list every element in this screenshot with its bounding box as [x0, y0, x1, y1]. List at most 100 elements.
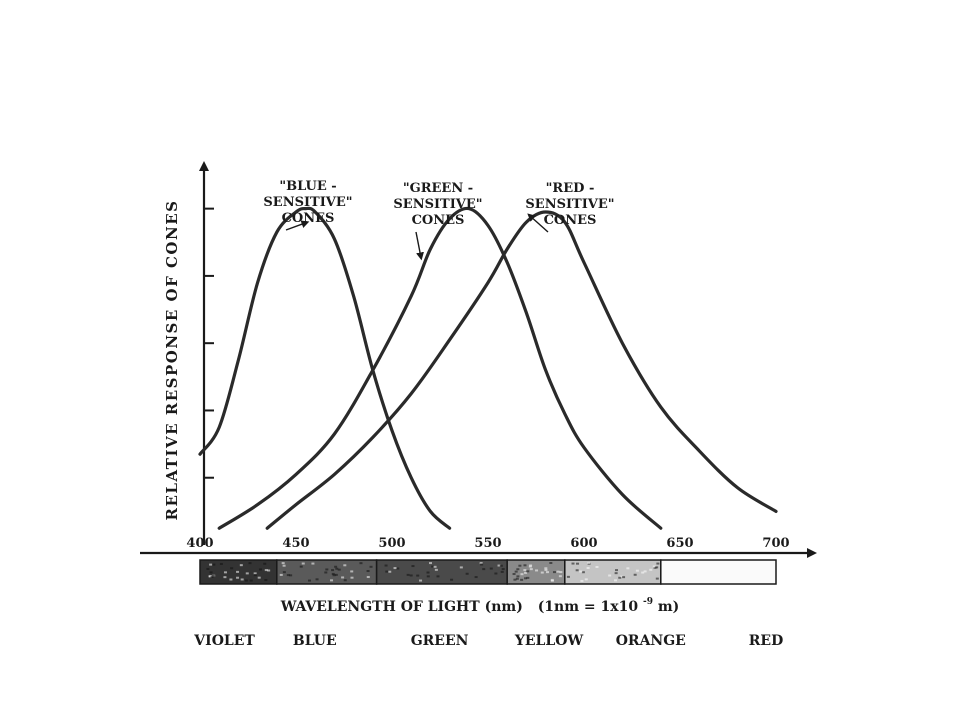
spectrum-texture-2-13 [480, 563, 484, 566]
spectrum-texture-1-9 [341, 576, 345, 579]
spectrum-texture-0-12 [230, 567, 234, 570]
spectrum-texture-2-10 [497, 564, 501, 567]
green-cone-label-line-2: CONES [412, 213, 465, 228]
color-names: VIOLET BLUE GREEN YELLOW ORANGE RED [193, 633, 783, 649]
spectrum-texture-3-20 [546, 571, 550, 574]
spectrum-texture-3-9 [520, 573, 524, 576]
spectrum-texture-0-28 [264, 579, 268, 582]
spectrum-texture-4-9 [656, 562, 660, 565]
spectrum-texture-1-29 [286, 574, 290, 577]
red-cone-curve [265, 210, 778, 530]
spectrum-texture-4-7 [566, 575, 570, 578]
y-ticks [204, 207, 214, 479]
spectrum-texture-4-27 [614, 579, 618, 582]
spectrum-texture-2-6 [426, 575, 430, 578]
spectrum-texture-4-0 [584, 578, 588, 581]
spectrum-texture-2-23 [465, 572, 469, 575]
spectrum-texture-0-10 [267, 569, 271, 572]
spectrum-texture-3-10 [559, 571, 563, 574]
green-cone-label-arrow [415, 231, 424, 261]
color-name-violet: VIOLET [193, 633, 255, 649]
spectrum-texture-2-7 [450, 578, 454, 581]
spectrum-texture-1-5 [335, 567, 339, 570]
x-tick-label-650: 650 [666, 536, 693, 551]
x-axis-unit-exponent: -9 [643, 597, 653, 607]
spectrum-texture-2-3 [479, 562, 483, 565]
spectrum-texture-2-15 [501, 568, 505, 571]
spectrum-texture-1-20 [366, 570, 370, 573]
spectrum-texture-3-3 [512, 573, 516, 576]
spectrum-texture-4-1 [653, 566, 657, 569]
spectrum-texture-4-2 [614, 572, 618, 575]
spectrum-texture-3-18 [556, 570, 560, 573]
spectrum-texture-2-22 [474, 576, 478, 579]
spectrum-texture-1-25 [350, 576, 354, 579]
red-cone-label-line-0: "RED - [546, 181, 595, 196]
x-tick-label-400: 400 [186, 536, 213, 551]
spectrum-texture-2-21 [434, 568, 438, 571]
spectrum-texture-3-26 [528, 565, 532, 568]
spectrum-texture-0-1 [239, 564, 243, 567]
spectrum-texture-2-27 [482, 568, 486, 571]
spectrum-texture-4-14 [626, 567, 630, 570]
x-tick-label-550: 550 [474, 536, 501, 551]
spectrum-texture-3-1 [514, 570, 518, 573]
spectrum-texture-0-6 [244, 579, 248, 582]
spectrum-texture-0-29 [257, 576, 261, 579]
spectrum-texture-1-13 [301, 562, 305, 565]
spectrum-texture-1-10 [366, 576, 370, 579]
x-tick-label-500: 500 [378, 536, 405, 551]
spectrum-texture-4-24 [618, 576, 622, 579]
spectrum-texture-4-26 [608, 574, 612, 577]
spectrum-texture-1-22 [282, 564, 286, 567]
spectrum-texture-3-22 [535, 569, 539, 572]
red-cone-label-line-1: SENSITIVE" [525, 197, 614, 212]
spectrum-texture-4-15 [619, 575, 623, 578]
spectrum-texture-3-19 [529, 568, 533, 571]
spectrum-texture-0-2 [219, 562, 223, 565]
x-axis-unit-note: (1nm = 1x10 [538, 599, 639, 615]
spectrum-texture-4-6 [581, 571, 585, 574]
spectrum-texture-3-2 [520, 578, 524, 581]
spectrum-texture-2-26 [416, 574, 420, 577]
color-name-yellow: YELLOW [514, 633, 584, 649]
spectrum-texture-4-18 [643, 570, 647, 573]
blue-cone-label: "BLUE -SENSITIVE" CONES [263, 179, 352, 226]
spectrum-texture-1-19 [330, 579, 334, 582]
spectrum-texture-1-23 [334, 565, 338, 568]
spectrum-texture-3-5 [544, 567, 548, 570]
blue-cone-curve [198, 206, 452, 530]
spectrum-texture-0-20 [240, 578, 244, 581]
response-curves [198, 206, 778, 530]
curve-annotations: "BLUE -SENSITIVE" CONES"GREEN -SENSITIVE"… [263, 179, 615, 261]
spectrum-texture-4-20 [576, 562, 580, 565]
spectrum-texture-1-3 [331, 569, 335, 572]
x-tick-label-450: 450 [282, 536, 309, 551]
spectrum-texture-3-21 [523, 569, 527, 572]
spectrum-segment-5 [660, 559, 777, 585]
spectrum-texture-4-25 [622, 576, 626, 579]
blue-cone-label-arrow [285, 220, 310, 231]
spectrum-texture-2-0 [436, 575, 440, 578]
spectrum-texture-4-3 [595, 565, 599, 568]
spectrum-texture-3-23 [550, 579, 554, 582]
spectrum-texture-2-25 [384, 564, 388, 567]
spectrum-texture-0-21 [258, 568, 262, 571]
spectrum-texture-2-19 [499, 564, 503, 567]
color-name-orange: ORANGE [616, 633, 686, 649]
x-axis-label-group: WAVELENGTH OF LIGHT (nm) (1nm = 1x10 -9 … [280, 592, 680, 615]
spectrum-texture-4-10 [655, 577, 659, 580]
spectrum-texture-2-9 [433, 565, 437, 568]
spectrum-texture-1-26 [299, 565, 303, 568]
spectrum-texture-4-21 [575, 569, 579, 572]
spectrum-texture-3-0 [526, 576, 530, 579]
spectrum-texture-2-14 [411, 565, 415, 568]
spectrum-texture-3-29 [544, 568, 548, 571]
red-cone-label-arrow [527, 213, 549, 233]
spectrum-texture-3-24 [540, 571, 544, 574]
spectrum-texture-4-28 [587, 562, 591, 565]
spectrum-texture-0-3 [223, 576, 227, 579]
spectrum-texture-0-16 [248, 562, 252, 565]
spectrum-texture-1-0 [334, 573, 338, 576]
spectrum-texture-0-22 [223, 571, 227, 574]
